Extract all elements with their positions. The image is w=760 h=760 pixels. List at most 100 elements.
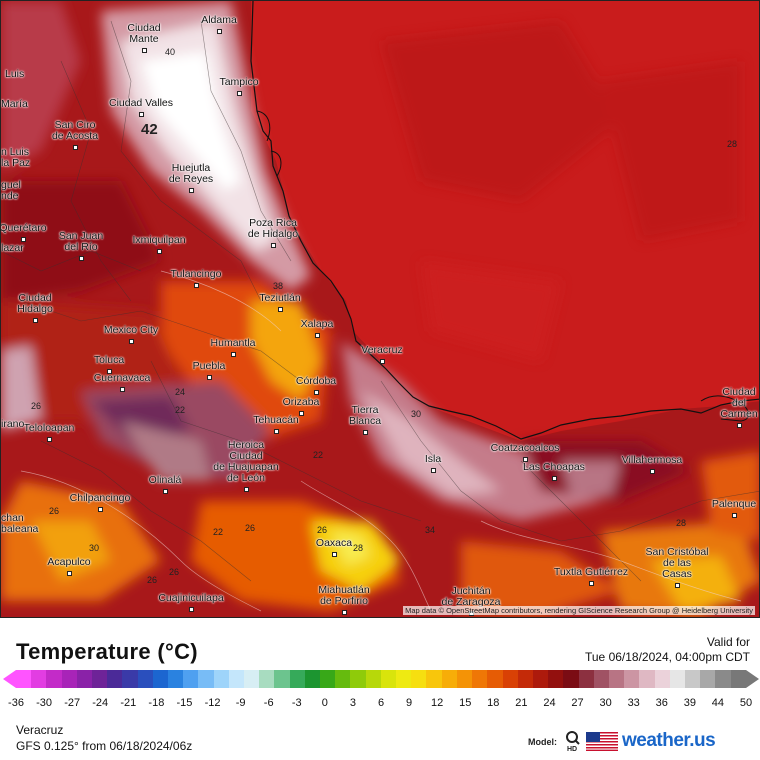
edge-city-label: chan baleana	[1, 512, 39, 535]
colorbar-tick-label: -27	[64, 697, 81, 709]
city-label: Teziutlán	[259, 292, 301, 304]
city-marker	[79, 256, 84, 261]
city-marker	[278, 307, 283, 312]
city-label: Tulancingo	[170, 268, 222, 280]
colorbar-swatch	[700, 670, 716, 688]
city-marker	[107, 369, 112, 374]
colorbar-tick-label: 44	[711, 697, 725, 709]
isotherm-value: 22	[213, 527, 224, 537]
isotherm-value: 28	[353, 543, 364, 553]
city-label: Xalapa	[300, 318, 334, 330]
isotherm-value: 26	[147, 575, 158, 585]
city-marker	[431, 468, 436, 473]
isotherm-value: 34	[425, 525, 436, 535]
city-marker	[589, 581, 594, 586]
colorbar-tick-label: 30	[599, 697, 612, 709]
colorbar-swatch	[304, 670, 321, 688]
colorbar-swatch	[563, 670, 579, 688]
city-label: Juchitán de Zaragoza	[441, 585, 501, 608]
valid-time: Tue 06/18/2024, 04:00pm CDT	[585, 650, 750, 664]
city-marker	[363, 430, 368, 435]
magnifier-hd-icon[interactable]: HD	[565, 730, 581, 752]
city-marker	[189, 188, 194, 193]
colorbar-swatch	[92, 670, 108, 688]
colorbar-tick-label: 21	[515, 697, 528, 709]
us-flag-icon	[586, 732, 618, 751]
map-credit[interactable]: Map data © OpenStreetMap contributors, r…	[403, 606, 755, 615]
brand-us-text: us	[694, 730, 716, 751]
edge-city-label: lazar	[1, 242, 24, 254]
isotherm-value: 28	[676, 518, 687, 528]
city-label: Palenque	[711, 498, 757, 510]
valid-label: Valid for	[706, 635, 750, 649]
city-label: Cuernavaca	[93, 372, 151, 384]
city-marker	[315, 333, 320, 338]
colorbar-swatch	[152, 670, 169, 688]
colorbar-swatch	[274, 670, 290, 688]
colorbar-swatch	[16, 670, 32, 688]
city-label: Ixmiquilpan	[132, 234, 186, 246]
edge-city-label: irano	[1, 418, 25, 430]
city-marker	[189, 607, 194, 612]
city-label: Isla	[424, 453, 442, 465]
city-marker	[380, 359, 385, 364]
city-marker	[650, 469, 655, 474]
weather-us-logo[interactable]: weather.us	[622, 730, 716, 752]
temperature-field	[1, 1, 759, 617]
isotherm-value: 22	[313, 450, 324, 460]
isotherm-value: 28	[727, 139, 738, 149]
isotherm-value: 26	[31, 401, 42, 411]
city-label: Ciudad Valles	[108, 97, 174, 109]
colorbar-tick-label: 3	[349, 697, 356, 709]
city-marker	[342, 610, 347, 615]
colorbar-tick-label: -12	[204, 697, 221, 709]
city-marker	[33, 318, 38, 323]
colorbar-swatch	[472, 670, 488, 688]
colorbar-swatch	[31, 670, 47, 688]
city-marker	[73, 145, 78, 150]
colorbar-tick-label: 36	[655, 697, 668, 709]
city-label: Olinalá	[148, 474, 182, 486]
colorbar-swatch	[730, 670, 746, 688]
colorbar-swatch	[441, 670, 457, 688]
isotherm-value: 40	[165, 47, 176, 57]
city-label: Poza Rica de Hidalgo	[247, 217, 299, 240]
temperature-map[interactable]: Aldama Ciudad Mante Tampico Ciudad Valles Sa…	[0, 0, 760, 618]
colorbar-swatch	[532, 670, 549, 688]
colorbar-tick-label: 39	[683, 697, 696, 709]
model-label: Model:	[528, 737, 557, 747]
model-run: GFS 0.125° from 06/18/2024/06z	[16, 739, 193, 753]
city-label: Humantla	[210, 337, 256, 349]
isotherm-value: 26	[49, 506, 60, 516]
city-marker	[244, 487, 249, 492]
colorbar-tick-label: 27	[571, 697, 584, 709]
city-label: Oaxaca	[315, 537, 353, 549]
colorbar-tick-label: 9	[406, 697, 413, 709]
legend-title: Temperature (°C)	[16, 639, 198, 664]
city-marker	[67, 571, 72, 576]
colorbar-tick-label: 6	[377, 697, 385, 709]
brand-text: weather.	[622, 730, 695, 751]
colorbar-swatch	[76, 670, 93, 688]
colorbar-tick-label: 33	[627, 697, 640, 709]
city-marker	[231, 352, 236, 357]
city-marker	[163, 489, 168, 494]
colorbar-swatch	[669, 670, 685, 688]
city-label: Huejutla de Reyes	[168, 162, 214, 185]
colorbar-tick-label: 15	[459, 697, 472, 709]
city-marker	[47, 437, 52, 442]
colorbar-swatch	[46, 670, 62, 688]
city-marker	[217, 29, 222, 34]
city-label: Mexico City	[103, 324, 159, 336]
city-label: Toluca	[93, 354, 125, 366]
colorbar-swatch	[107, 670, 123, 688]
city-marker	[120, 387, 125, 392]
colorbar-tick-label: 0	[321, 697, 328, 709]
colorbar-swatch	[244, 670, 260, 688]
colorbar-swatch	[654, 670, 670, 688]
city-label: Tuxtla Gutiérrez	[553, 566, 629, 578]
city-label: San Juan del Río	[58, 230, 104, 253]
city-label: Ciudad Hidalgo	[17, 292, 53, 315]
colorbar-swatch	[517, 670, 533, 688]
city-label: Aldama	[201, 14, 237, 26]
